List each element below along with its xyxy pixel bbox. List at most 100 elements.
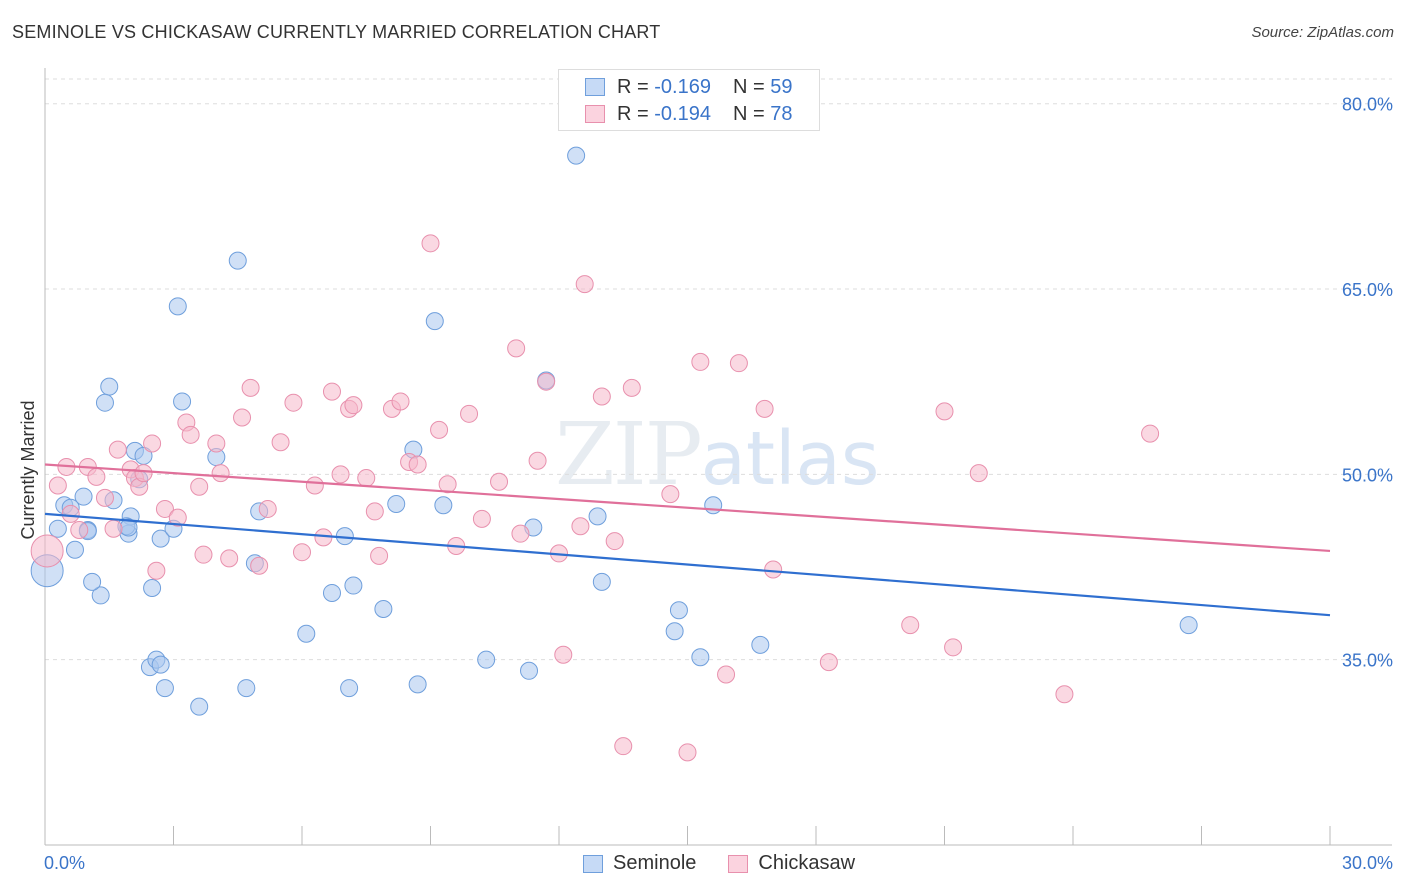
chickasaw-point (438, 475, 457, 494)
chickasaw-point (472, 509, 491, 528)
seminole-point (408, 675, 427, 694)
seminole-point (100, 377, 119, 396)
seminole-point (1179, 616, 1198, 635)
y-tick-label: 80.0% (1342, 95, 1393, 115)
chickasaw-point (134, 464, 153, 483)
legend-item-seminole[interactable]: Seminole (583, 852, 696, 875)
seminole-legend-label: Seminole (613, 852, 697, 874)
chickasaw-point (729, 354, 748, 373)
chickasaw-point (1141, 424, 1160, 443)
seminole-point (83, 572, 102, 591)
chickasaw-point (220, 549, 239, 568)
seminole-point (74, 487, 93, 506)
chickasaw-point (357, 469, 376, 488)
chickasaw-point (370, 546, 389, 565)
seminole-point (168, 297, 187, 316)
seminole-point (65, 540, 84, 559)
seminole-point (95, 393, 114, 412)
chickasaw-point (537, 372, 556, 391)
seminole-point (387, 495, 406, 514)
seminole-point (48, 519, 67, 538)
source-credit: Source: ZipAtlas.com (1251, 24, 1394, 41)
r-label: R = (617, 102, 649, 125)
chickasaw-point (271, 433, 290, 452)
chickasaw-point (48, 476, 67, 495)
seminole-point (91, 586, 110, 605)
seminole-point (704, 496, 723, 515)
seminole-point (691, 648, 710, 667)
chickasaw-point (819, 653, 838, 672)
watermark-zip: ZIP (555, 405, 703, 505)
seminole-point (477, 650, 496, 669)
seminole-point (567, 146, 586, 165)
chickasaw-point (554, 645, 573, 664)
chickasaw-point (95, 488, 114, 507)
chickasaw-point (250, 556, 269, 575)
r-label: R = (617, 75, 649, 98)
chickasaw-point (421, 234, 440, 253)
chickasaw-point (104, 519, 123, 538)
chickasaw-point (571, 517, 590, 536)
y-tick-label: 50.0% (1342, 465, 1393, 485)
seminole-swatch (585, 78, 605, 96)
y-tick-label: 65.0% (1342, 280, 1393, 300)
chickasaw-point (901, 616, 920, 635)
seminole-point (228, 251, 247, 270)
chickasaw-point (241, 378, 260, 397)
chart-title: SEMINOLE VS CHICKASAW CURRENTLY MARRIED … (12, 22, 661, 42)
chickasaw-point (944, 638, 963, 657)
chickasaw-point (528, 451, 547, 470)
chickasaw-swatch (585, 105, 605, 123)
legend-item-chickasaw[interactable]: Chickasaw (728, 852, 855, 875)
chickasaw-r-value: -0.194 (654, 102, 711, 125)
chickasaw-point (30, 534, 64, 568)
chickasaw-point (168, 508, 187, 527)
chickasaw-point (194, 545, 213, 564)
chickasaw-point (661, 485, 680, 504)
series-legend: Seminole Chickasaw (583, 852, 887, 875)
chickasaw-point (764, 560, 783, 579)
chickasaw-point (614, 737, 633, 756)
seminole-point (669, 601, 688, 620)
chickasaw-point (147, 561, 166, 580)
seminole-point (751, 635, 770, 654)
chickasaw-legend-swatch (728, 854, 749, 873)
chickasaw-point (331, 465, 350, 484)
seminole-point (374, 600, 393, 619)
chickasaw-point (678, 743, 697, 762)
seminole-point (190, 697, 209, 716)
chickasaw-point (969, 464, 988, 483)
seminole-trend-line (44, 512, 1331, 617)
legend-row-seminole: R = -0.169 N = 59 (585, 74, 792, 100)
chickasaw-point (935, 402, 954, 421)
seminole-point (520, 661, 539, 680)
chickasaw-point (155, 499, 174, 518)
chickasaw-point (717, 665, 736, 684)
seminole-point (588, 507, 607, 526)
seminole-point (340, 679, 359, 698)
seminole-point (592, 572, 611, 591)
seminole-point (344, 576, 363, 595)
chickasaw-point (691, 352, 710, 371)
chickasaw-point (108, 440, 127, 459)
y-tick-label: 35.0% (1342, 651, 1393, 671)
x-tick-label-min: 0.0% (44, 853, 85, 873)
chickasaw-point (605, 532, 624, 551)
seminole-point (151, 655, 170, 674)
seminole-point (434, 496, 453, 515)
x-tick-label-max: 30.0% (1342, 853, 1393, 873)
n-label: N = (732, 75, 765, 98)
seminole-r-value: -0.169 (654, 75, 711, 98)
chickasaw-point (207, 434, 226, 453)
chickasaw-legend-label: Chickasaw (758, 852, 856, 874)
chickasaw-point (344, 396, 363, 415)
seminole-point (155, 679, 174, 698)
seminole-point (425, 312, 444, 331)
chickasaw-point (430, 420, 449, 439)
chickasaw-point (70, 520, 89, 539)
correlation-legend: R = -0.169 N = 59 R = -0.194 N = 78 (558, 69, 820, 131)
chickasaw-point (293, 543, 311, 562)
chickasaw-point (322, 382, 341, 401)
y-axis-label: Currently Married (18, 400, 38, 539)
chickasaw-point (1055, 685, 1074, 704)
